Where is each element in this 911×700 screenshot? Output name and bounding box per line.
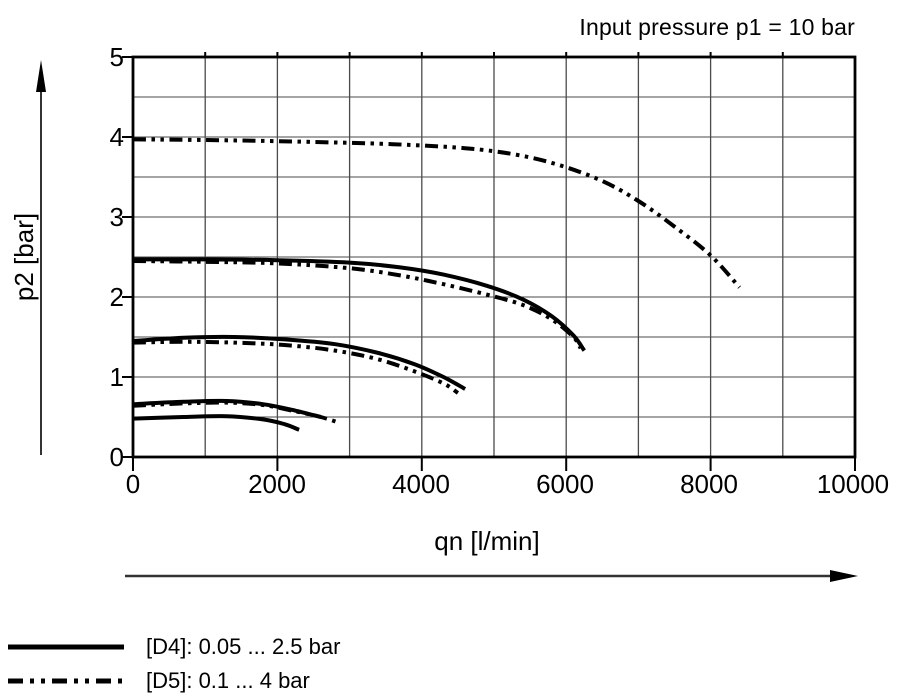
- curve-d5-outlet-2-5-bar: [132, 259, 583, 350]
- y-tick-label-0: 0: [109, 442, 124, 472]
- x-tick-label-6000: 6000: [536, 469, 594, 499]
- curve-d4-outlet-0-5-bar: [132, 414, 300, 432]
- legend-item-d4: [D4]: 0.05 ... 2.5 bar: [6, 630, 340, 664]
- curve-d4-outlet-2-5-bar: [132, 257, 586, 352]
- x-tick-label-2000: 2000: [248, 469, 306, 499]
- x-tick-label-4000: 4000: [392, 469, 450, 499]
- legend: [D4]: 0.05 ... 2.5 bar [D5]: 0.1 ... 4 b…: [6, 630, 340, 698]
- x-tick-label-10000: 10000: [816, 469, 890, 499]
- curve-d5-outlet-0-65-bar: [132, 400, 340, 425]
- curve-d5-outlet-4-bar: [132, 137, 741, 289]
- x-axis-label: qn [l/min]: [434, 526, 540, 556]
- legend-label-d4: [D4]: 0.05 ... 2.5 bar: [146, 634, 341, 659]
- y-tick-label-2: 2: [109, 282, 124, 312]
- x-axis-arrow-head: [830, 570, 858, 582]
- y-tick-label-1: 1: [109, 362, 124, 392]
- legend-swatch-dash-dot-line: [8, 678, 124, 684]
- curve-d4-outlet-1-5-bar: [132, 334, 467, 391]
- legend-item-d5: [D5]: 0.1 ... 4 bar: [6, 664, 340, 698]
- y-tick-label-4: 4: [109, 122, 124, 152]
- curve-d5-outlet-1-5-bar: [132, 339, 460, 395]
- legend-swatch-solid-line: [8, 644, 124, 650]
- y-tick-label-5: 5: [109, 42, 124, 72]
- y-tick-label-3: 3: [109, 202, 124, 232]
- legend-label-d5: [D5]: 0.1 ... 4 bar: [146, 668, 310, 693]
- chart-title: Input pressure p1 = 10 bar: [579, 14, 855, 40]
- x-tick-label-8000: 8000: [680, 469, 738, 499]
- x-tick-label-0: 0: [125, 469, 141, 499]
- y-axis-arrow-head: [36, 60, 46, 92]
- y-axis-label: p2 [bar]: [9, 212, 39, 302]
